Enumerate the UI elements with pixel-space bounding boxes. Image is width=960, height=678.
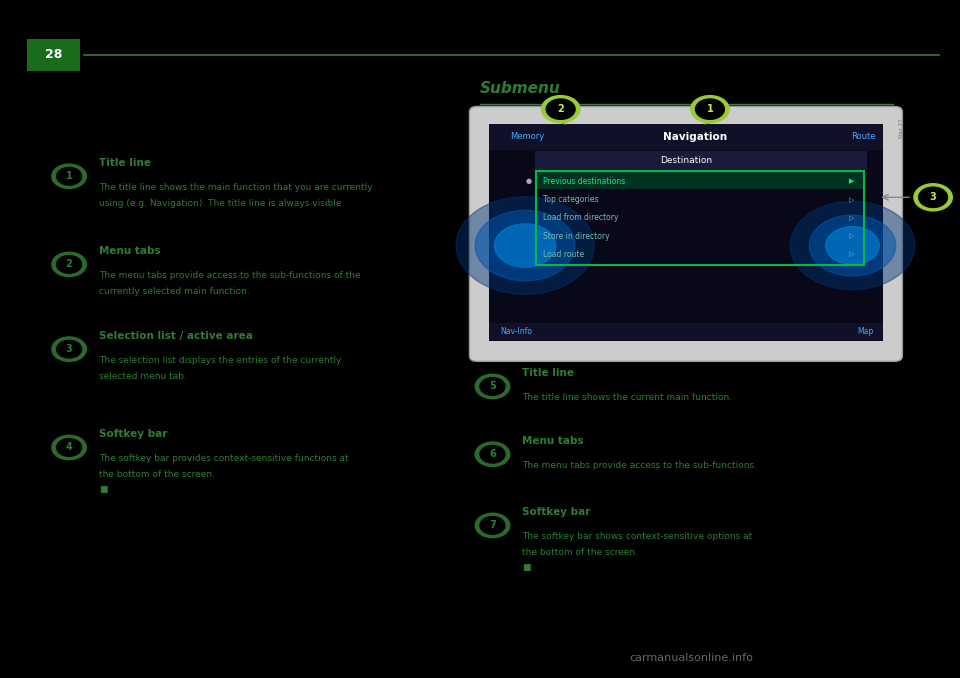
Text: carmanualsonline.info: carmanualsonline.info [629,653,754,663]
Circle shape [57,167,82,185]
Circle shape [809,215,896,276]
Text: selected menu tab.: selected menu tab. [99,372,187,380]
Circle shape [480,445,505,463]
Text: 2: 2 [65,260,73,269]
Circle shape [691,96,730,123]
Circle shape [541,96,580,123]
Circle shape [480,378,505,395]
Circle shape [696,99,725,119]
Text: 1: 1 [707,104,713,114]
Text: The title line shows the main function that you are currently: The title line shows the main function t… [99,183,372,192]
Text: Destination: Destination [660,156,712,165]
FancyBboxPatch shape [489,124,883,150]
Text: 1: 1 [65,172,73,181]
Text: ▷: ▷ [849,215,854,221]
FancyBboxPatch shape [489,124,883,341]
Text: 6: 6 [489,450,496,459]
FancyBboxPatch shape [27,39,80,71]
Circle shape [790,201,915,290]
Text: ▷: ▷ [849,233,854,239]
Circle shape [52,164,86,188]
Text: 7: 7 [489,521,496,530]
Text: 5: 5 [489,382,496,391]
Text: Submenu: Submenu [480,81,561,96]
Text: Store in directory: Store in directory [543,232,610,241]
Text: Nav 27: Nav 27 [899,119,903,138]
Text: The menu tabs provide access to the sub-functions of the: The menu tabs provide access to the sub-… [99,271,361,280]
Circle shape [546,99,575,119]
Circle shape [914,184,952,211]
Circle shape [475,374,510,399]
Circle shape [57,439,82,456]
Text: The softkey bar shows context-sensitive options at: The softkey bar shows context-sensitive … [522,532,753,541]
Text: Memory: Memory [510,132,544,142]
Circle shape [475,442,510,466]
Text: Load from directory: Load from directory [543,214,619,222]
FancyBboxPatch shape [489,323,883,340]
Circle shape [494,224,556,267]
Text: using (e.g. Navigation). The title line is always visible.: using (e.g. Navigation). The title line … [99,199,345,207]
Circle shape [57,340,82,358]
Text: ■: ■ [522,563,531,572]
Text: Selection list / active area: Selection list / active area [99,331,252,341]
Text: ▷: ▷ [849,197,854,203]
Circle shape [480,517,505,534]
Text: the bottom of the screen.: the bottom of the screen. [99,470,215,479]
Text: Route: Route [851,132,876,142]
Text: The softkey bar provides context-sensitive functions at: The softkey bar provides context-sensiti… [99,454,348,463]
Text: 28: 28 [44,48,62,62]
Circle shape [826,226,879,264]
Circle shape [456,197,594,294]
Text: Softkey bar: Softkey bar [99,429,167,439]
FancyBboxPatch shape [536,172,864,189]
Circle shape [52,252,86,277]
Text: The menu tabs provide access to the sub-functions.: The menu tabs provide access to the sub-… [522,461,757,470]
Text: Nav-Info: Nav-Info [500,327,532,336]
Text: ■: ■ [99,485,108,494]
Text: ▷: ▷ [849,252,854,258]
Text: Title line: Title line [99,158,151,168]
Circle shape [475,513,510,538]
Circle shape [919,187,948,207]
Text: Menu tabs: Menu tabs [99,246,160,256]
Text: The selection list displays the entries of the currently: The selection list displays the entries … [99,356,341,365]
Text: ●: ● [526,178,532,184]
Text: Softkey bar: Softkey bar [522,507,590,517]
Text: Map: Map [857,327,874,336]
Text: Load route: Load route [543,250,585,259]
Circle shape [52,435,86,460]
Text: 4: 4 [65,443,73,452]
Text: Navigation: Navigation [663,132,728,142]
Circle shape [475,210,575,281]
Text: the bottom of the screen.: the bottom of the screen. [522,548,638,557]
Text: Menu tabs: Menu tabs [522,436,584,446]
Text: Previous destinations: Previous destinations [543,177,626,186]
Text: 3: 3 [929,193,937,202]
Text: The title line shows the current main function.: The title line shows the current main fu… [522,393,732,402]
Text: ▶: ▶ [849,178,854,184]
Text: currently selected main function.: currently selected main function. [99,287,250,296]
FancyBboxPatch shape [535,151,867,170]
FancyBboxPatch shape [469,106,902,361]
Circle shape [57,256,82,273]
Text: 3: 3 [65,344,73,354]
Circle shape [52,337,86,361]
Text: Title line: Title line [522,368,574,378]
Text: Top categories: Top categories [543,195,599,204]
Text: 2: 2 [557,104,564,114]
